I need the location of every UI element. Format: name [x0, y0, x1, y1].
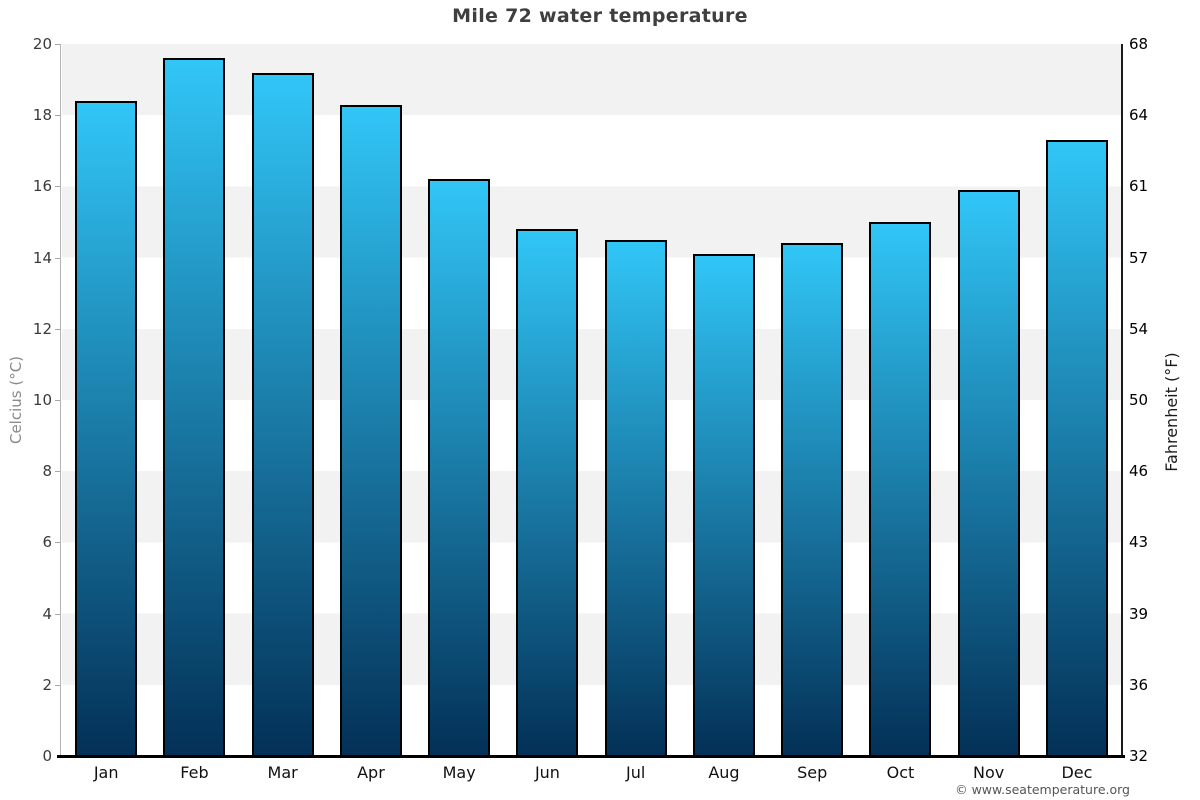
- celsius-tick-mark: [55, 684, 60, 686]
- right-axis-spine: [1121, 44, 1123, 756]
- celsius-tick-label: 4: [42, 604, 52, 623]
- celsius-tick-mark: [55, 471, 60, 473]
- fahrenheit-tick-label: 57: [1129, 248, 1149, 267]
- bar-sep: [781, 243, 844, 756]
- celsius-tick-label: 0: [42, 747, 52, 765]
- celsius-tick-label: 8: [42, 462, 52, 481]
- month-label-dec: Dec: [1061, 763, 1093, 782]
- plot-area: [57, 44, 1125, 758]
- month-label-oct: Oct: [886, 763, 915, 782]
- celsius-tick-label: 20: [32, 35, 52, 53]
- celsius-tick-mark: [55, 44, 60, 45]
- chart-title: Mile 72 water temperature: [452, 5, 748, 27]
- month-label-aug: Aug: [708, 763, 740, 782]
- celsius-tick-label: 10: [32, 391, 52, 409]
- celsius-tick-mark: [55, 613, 60, 615]
- celsius-tick-mark: [55, 328, 60, 330]
- bar-feb: [163, 58, 226, 756]
- fahrenheit-tick-label: 50: [1129, 391, 1149, 409]
- fahrenheit-tick-label: 54: [1129, 319, 1149, 338]
- celsius-tick-label: 2: [42, 675, 52, 694]
- fahrenheit-axis-title: Fahrenheit (°F): [1162, 352, 1181, 472]
- fahrenheit-tick-label: 61: [1129, 177, 1149, 196]
- celsius-tick-mark: [55, 257, 60, 259]
- bar-jan: [75, 101, 138, 756]
- copyright-credit: © www.seatemperature.org: [955, 782, 1130, 797]
- bar-oct: [869, 222, 932, 756]
- month-label-feb: Feb: [180, 763, 209, 782]
- month-label-may: May: [442, 763, 476, 782]
- fahrenheit-tick-label: 32: [1129, 747, 1149, 765]
- celsius-tick-label: 16: [32, 177, 52, 196]
- month-label-jun: Jun: [534, 763, 560, 782]
- month-label-jan: Jan: [93, 763, 119, 782]
- bar-may: [428, 179, 491, 756]
- celsius-tick-mark: [55, 542, 60, 544]
- bar-aug: [692, 254, 755, 756]
- bar-nov: [957, 190, 1020, 756]
- fahrenheit-tick-label: 36: [1129, 675, 1149, 694]
- month-label-apr: Apr: [357, 763, 385, 782]
- celsius-tick-mark: [55, 186, 60, 188]
- bar-dec: [1045, 140, 1108, 756]
- fahrenheit-tick-label: 39: [1129, 604, 1149, 623]
- celsius-tick-label: 6: [42, 533, 52, 552]
- celsius-axis-title: Celcius (°C): [7, 355, 25, 445]
- month-label-sep: Sep: [797, 763, 828, 782]
- month-label-nov: Nov: [973, 763, 1005, 782]
- celsius-tick-mark: [55, 400, 60, 401]
- bar-jul: [604, 239, 667, 756]
- month-label-jul: Jul: [625, 763, 646, 782]
- celsius-tick-label: 18: [32, 106, 52, 125]
- bar-jun: [516, 229, 579, 756]
- month-label-mar: Mar: [267, 763, 298, 782]
- bar-apr: [339, 104, 402, 756]
- celsius-tick-label: 14: [32, 248, 52, 267]
- left-axis-spine: [60, 44, 61, 756]
- bar-mar: [251, 72, 314, 756]
- fahrenheit-tick-label: 64: [1129, 106, 1149, 125]
- fahrenheit-tick-label: 46: [1129, 462, 1149, 481]
- celsius-tick-mark: [55, 115, 60, 117]
- fahrenheit-tick-label: 43: [1129, 533, 1149, 552]
- x-axis-baseline: [57, 755, 1125, 758]
- celsius-tick-label: 12: [32, 319, 52, 338]
- fahrenheit-tick-label: 68: [1129, 35, 1149, 53]
